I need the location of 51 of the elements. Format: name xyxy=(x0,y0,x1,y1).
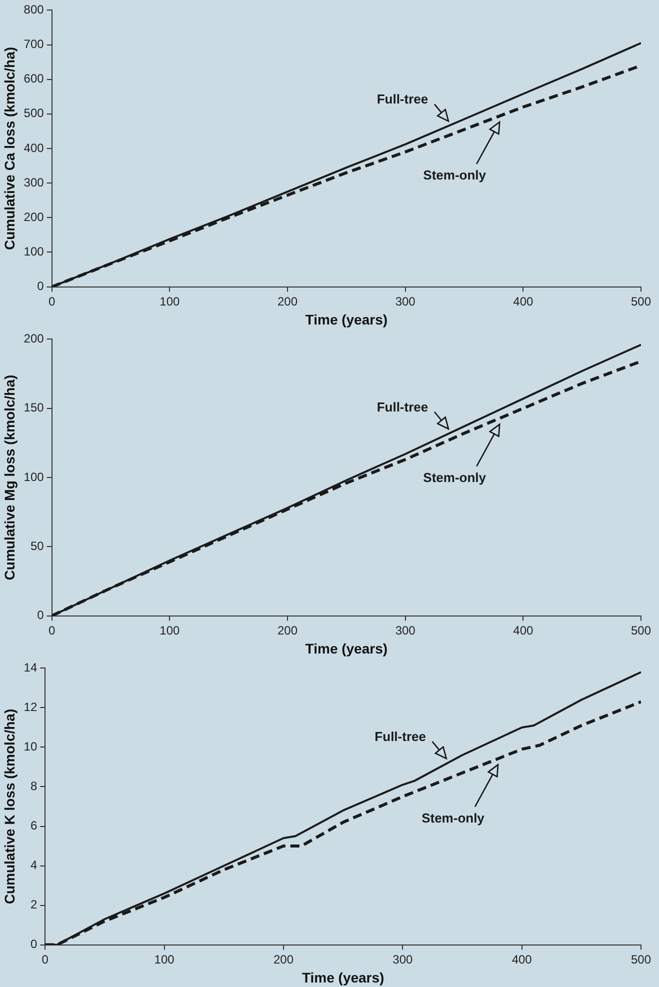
x-tick-label: 0 xyxy=(48,294,56,308)
y-tick-label: 2 xyxy=(30,898,38,912)
x-axis-title: Time (years) xyxy=(305,311,388,328)
x-tick-label: 500 xyxy=(630,294,652,308)
y-tick-label: 100 xyxy=(24,470,44,484)
y-axis-title: Cumulative Mg loss (kmolc/ha) xyxy=(1,374,18,580)
x-tick-label: 200 xyxy=(277,623,298,638)
y-tick-label: 200 xyxy=(24,332,44,346)
y-tick-label: 0 xyxy=(37,279,44,294)
y-tick-label: 4 xyxy=(30,858,38,872)
y-tick-label: 6 xyxy=(30,818,38,833)
y-tick-label: 50 xyxy=(30,538,44,553)
series-label: Full-tree xyxy=(376,92,428,107)
x-tick-label: 500 xyxy=(630,952,652,966)
y-tick-label: 0 xyxy=(30,937,38,952)
series-label: Stem-only xyxy=(423,470,487,485)
x-tick-label: 400 xyxy=(513,294,534,308)
y-tick-label: 14 xyxy=(24,660,38,675)
y-tick-label: 200 xyxy=(24,210,44,224)
x-tick-label: 100 xyxy=(160,294,180,308)
x-tick-label: 0 xyxy=(48,623,56,638)
y-tick-label: 600 xyxy=(24,72,44,86)
y-tick-label: 12 xyxy=(24,700,38,714)
y-tick-label: 0 xyxy=(37,608,44,622)
y-tick-label: 500 xyxy=(24,106,44,120)
x-tick-label: 300 xyxy=(395,294,416,308)
y-tick-label: 100 xyxy=(24,244,44,259)
x-axis-title: Time (years) xyxy=(302,969,384,986)
text: Full-tree xyxy=(374,729,426,744)
x-tick-label: 400 xyxy=(513,623,534,638)
y-tick-label: 150 xyxy=(24,400,44,415)
y-tick-label: 700 xyxy=(24,37,44,52)
x-tick-label: 400 xyxy=(512,952,532,966)
y-tick-label: 800 xyxy=(24,2,44,17)
y-tick-label: 300 xyxy=(24,175,44,190)
x-tick-label: 300 xyxy=(392,952,413,966)
y-tick-label: 400 xyxy=(24,140,44,155)
series-label: Stem-only xyxy=(422,810,486,826)
series-label: Stem-only xyxy=(423,168,487,183)
text: Full-tree xyxy=(376,399,428,414)
x-tick-label: 500 xyxy=(630,623,652,638)
x-axis-title: Time (years) xyxy=(305,640,388,656)
y-tick-label: 10 xyxy=(24,740,38,754)
x-tick-label: 300 xyxy=(395,623,416,638)
x-tick-label: 100 xyxy=(160,623,180,638)
y-axis-title: Cumulative Ca loss (kmolc/ha) xyxy=(1,46,18,250)
y-axis-title: Cumulative K loss (kmolc/ha) xyxy=(1,708,18,904)
y-tick-label: 8 xyxy=(30,779,38,794)
x-tick-label: 200 xyxy=(277,294,298,308)
x-tick-label: 200 xyxy=(273,952,294,966)
x-tick-label: 100 xyxy=(154,952,175,966)
